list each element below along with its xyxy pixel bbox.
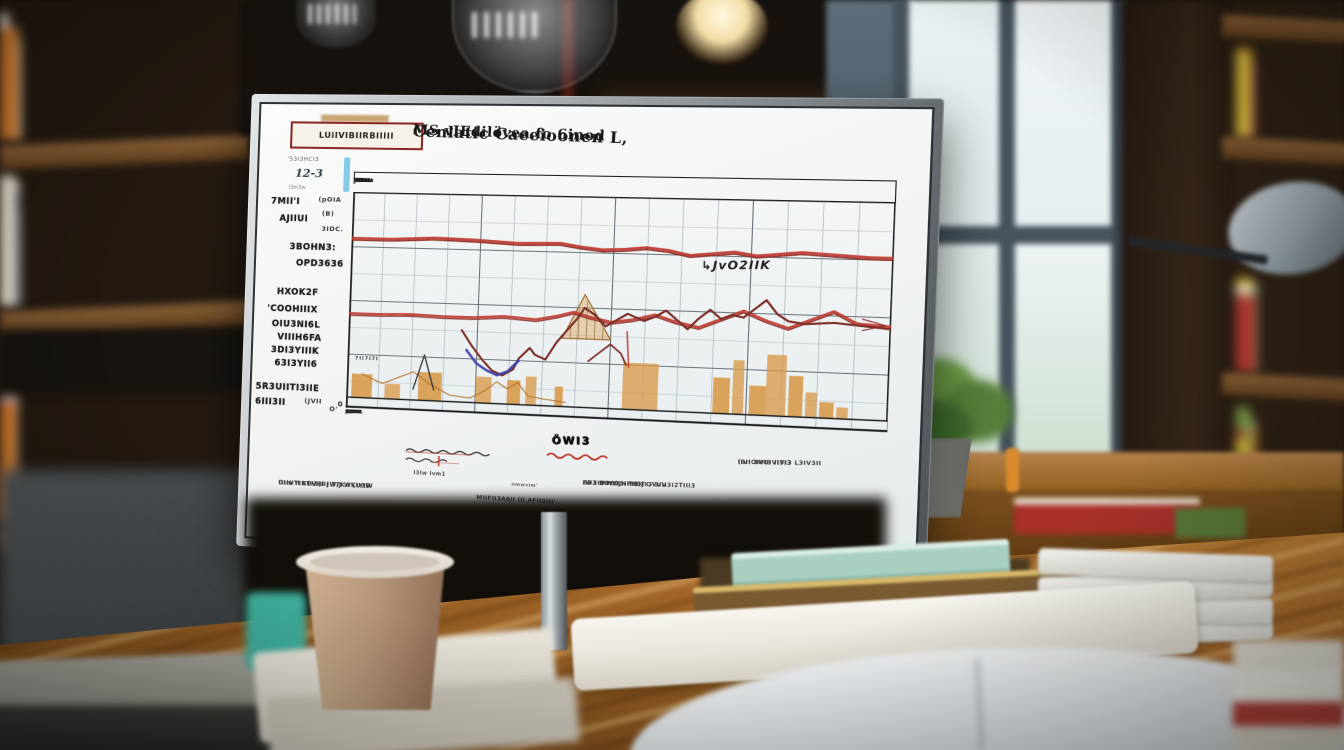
pendant-light-glowing-icon	[676, 0, 768, 64]
row-label: 3DI3YIIIK	[270, 345, 320, 357]
caption-line: FD IIO3O33II33IF 3'3IV	[582, 480, 667, 489]
book-spine	[0, 29, 18, 140]
book-stack-far-right	[1233, 628, 1344, 750]
book-row	[0, 168, 255, 306]
pendant-light-icon	[296, 0, 376, 48]
caption-left: IIIm II LUVIII JW/J WKIYIW OIIUYIIITI3(II…	[278, 478, 431, 490]
monitor-stand	[541, 512, 567, 650]
chart-title: Cenlatic Caeeioonen L, MS vIEdilövea.fo …	[412, 122, 781, 147]
monitor: LUiIVIBIIRBIIIII '53I3HCI3 12-3 I3m3w Ce…	[236, 93, 945, 590]
plot-tick-scribble: 7II7I7I	[354, 356, 379, 363]
row-label: VIIIH6FA	[277, 332, 322, 344]
glass-glint	[472, 12, 542, 38]
caption-line: (3IIOIVI3 IIVI3 L3IV3II	[737, 459, 822, 468]
handwritten-annotation: ↳JvO2IIK	[700, 258, 771, 273]
row-label: (pOIA	[318, 195, 342, 204]
glass-glint	[308, 4, 356, 24]
book-row	[0, 8, 255, 140]
window-pane	[1015, 244, 1111, 456]
row-label: 3BOHN3:	[289, 242, 337, 254]
cup-body	[304, 560, 446, 710]
coffee-cup	[296, 546, 454, 710]
red-scribble-icon	[545, 450, 617, 463]
orange-marker	[1006, 448, 1019, 492]
book-green	[1175, 508, 1245, 538]
row-label: 5R3UIITI3IIE	[255, 381, 320, 395]
row-label: (JVII	[304, 396, 322, 406]
monitor-frame: LUiIVIBIIRBIIIII '53I3HCI3 12-3 I3m3w Ce…	[236, 93, 945, 590]
row-label: OIU3NI6L	[271, 318, 321, 331]
book-spine	[1236, 50, 1252, 138]
legend-caption: I3Iw Ivm1	[413, 470, 446, 478]
caption-line: OIIUYIIITI3(III 3TKA'(U3D	[278, 479, 371, 490]
legend-title: ÖWI3	[551, 435, 591, 448]
book-row	[1236, 42, 1344, 138]
shelf-board	[1221, 14, 1344, 44]
whiteboard-chart-screen: LUiIVIBIIRBIIIII '53I3HCI3 12-3 I3m3w Ce…	[244, 101, 935, 581]
window-pane	[1015, 0, 1111, 226]
row-label-column: 7MII'I (pOIA AJIIUI (B) 3IDC. 3BOHN3: OPD3636 H…	[251, 104, 357, 424]
row-label: 63I3YII6	[274, 358, 318, 371]
x-axis-label: e3b	[345, 409, 356, 416]
chart-plot-area: ↳JvO2IIK 7II7I7I	[345, 192, 896, 433]
chart-canvas	[346, 193, 896, 432]
book-row	[1236, 272, 1344, 372]
book-crease	[975, 658, 985, 749]
row-label: OPD3636	[295, 258, 344, 270]
caption-far-right: IIVI 3UOIVI3I3 (3IIOIVI3 IIVI3 L3IV3II	[738, 458, 863, 468]
caption-middle-small: nmwvim'	[511, 482, 538, 490]
row-label: 'COOHIIIX	[267, 303, 318, 316]
caption-right: IW3 UOIVI3IF IIII G33 3'IVOJN fII3JX/VVII…	[583, 479, 760, 489]
book-red	[1014, 498, 1200, 534]
row-label: 3IDC.	[321, 224, 344, 234]
header-cell: II-m	[353, 172, 368, 185]
cup-rim-inner	[310, 553, 440, 571]
shelf-board	[1221, 136, 1344, 166]
row-label: AJIIUI	[279, 213, 309, 225]
shelf-board	[1221, 372, 1344, 402]
book-spine	[0, 176, 16, 306]
row-label: 6III3II	[254, 396, 286, 408]
row-label: 7MII'I	[270, 196, 301, 208]
axis-zero-label: 0	[337, 400, 343, 409]
row-label: (B)	[321, 209, 335, 218]
book-spine	[1236, 295, 1255, 372]
row-label: HXOK2F	[276, 286, 319, 299]
shelf-shadow	[0, 330, 262, 392]
